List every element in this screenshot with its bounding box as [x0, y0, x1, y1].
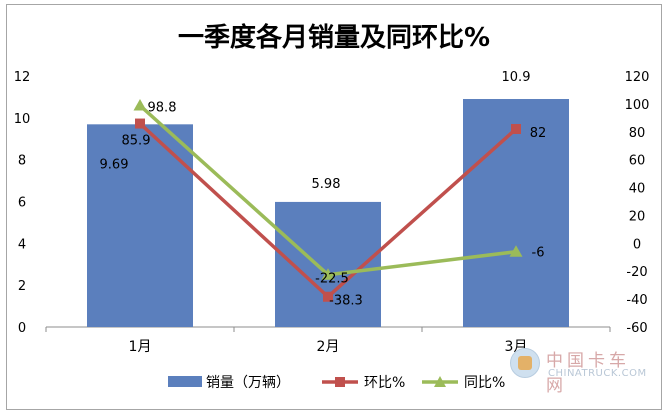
data-label: -6 [532, 246, 545, 261]
data-label: 82 [530, 126, 547, 141]
y-left-tick-label: 4 [18, 237, 26, 252]
data-labels: 9.69 5.98 10.9 85.9 -38.3 82 98.8 -22.5 -6 [100, 70, 547, 309]
x-category-label: 1月 [129, 339, 152, 355]
legend-square-marker [335, 377, 345, 387]
chart-title: 一季度各月销量及同环比% [178, 22, 490, 53]
data-label: -22.5 [315, 272, 349, 287]
y-right-tick-label: 120 [625, 70, 650, 85]
y-left-tick-label: 8 [18, 154, 26, 169]
data-label: 9.69 [100, 157, 129, 172]
y-right-tick-label: 100 [625, 98, 650, 113]
legend-swatch-bar [168, 376, 202, 387]
watermark: 中国卡车网 CHINATRUCK.COM [510, 344, 650, 396]
bar [87, 124, 193, 327]
data-label: 85.9 [122, 134, 151, 149]
y-right-tick-label: -20 [626, 265, 647, 280]
triangle-marker [509, 245, 523, 257]
square-marker [511, 123, 521, 134]
x-category-label: 2月 [317, 339, 340, 355]
square-marker [323, 291, 333, 302]
y-left-tick-label: 6 [18, 196, 26, 211]
watermark-name-en: CHINATRUCK.COM [548, 368, 647, 379]
y-left-tick-label: 2 [18, 279, 26, 294]
legend-label: 销量（万辆） [206, 375, 290, 391]
watermark-logo-icon [510, 348, 540, 378]
y-right-tick-label: 20 [629, 209, 646, 224]
y-right-tick-label: 60 [629, 154, 646, 169]
data-label: 98.8 [148, 101, 177, 116]
legend-triangle-marker [434, 376, 446, 387]
y-right-tick-label: 40 [629, 182, 646, 197]
triangle-marker [133, 99, 147, 111]
legend-label: 环比% [364, 375, 405, 391]
data-label: 5.98 [312, 177, 341, 192]
data-label: -38.3 [329, 294, 363, 309]
y-left-tick-label: 10 [14, 112, 31, 127]
bar [463, 99, 569, 327]
y-right-tick-label: 80 [629, 126, 646, 141]
square-marker [135, 118, 145, 129]
y-right-tick-label: -40 [626, 293, 647, 308]
watermark-name-cn: 中国卡车网 [546, 351, 630, 396]
legend-label: 同比% [464, 375, 505, 391]
data-label: 10.9 [502, 70, 531, 85]
y-left-tick-label: 0 [18, 321, 26, 336]
y-right-tick-label: -60 [626, 321, 647, 336]
y-left-tick-label: 12 [14, 70, 31, 85]
line-series [133, 99, 523, 302]
y-right-tick-label: 0 [633, 237, 641, 252]
legend: 销量（万辆） 环比% 同比% [168, 375, 505, 391]
triangle-marker [321, 268, 335, 280]
